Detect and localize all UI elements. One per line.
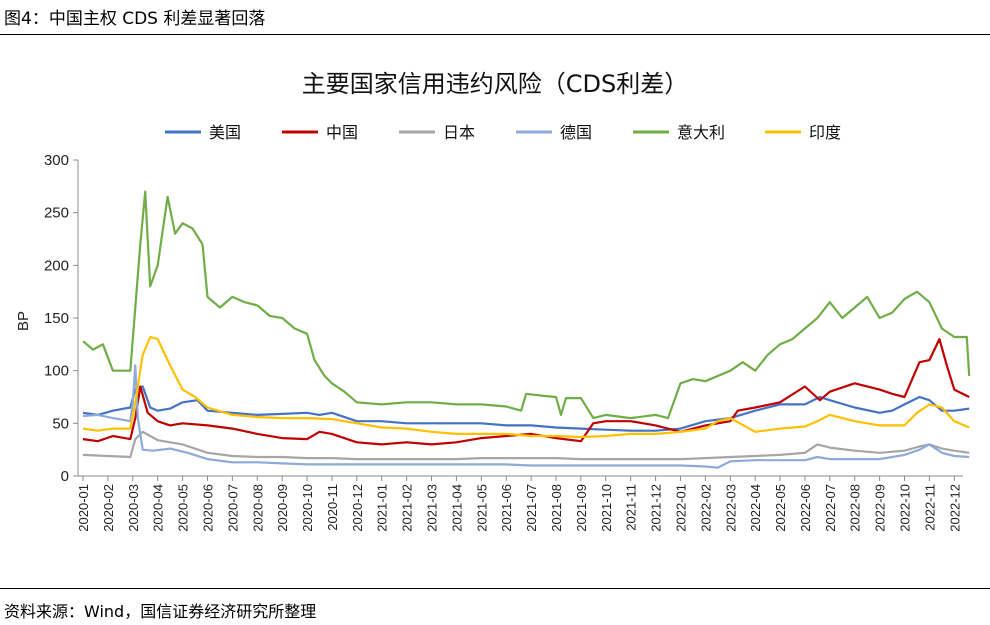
series-line-日本 <box>82 430 970 461</box>
top-divider <box>0 34 990 35</box>
x-tick-label: 2021-01 <box>375 484 390 532</box>
chart-title: 主要国家信用违约风险（CDS利差） <box>302 70 688 98</box>
series-group <box>82 190 971 469</box>
x-tick-label: 2022-09 <box>873 484 888 532</box>
x-tick-label: 2022-11 <box>922 484 937 531</box>
x-tick-label: 2022-06 <box>798 484 813 532</box>
legend-label-日本: 日本 <box>443 123 475 142</box>
legend-label-中国: 中国 <box>326 123 358 142</box>
series-line-德国 <box>82 364 970 469</box>
x-tick-label: 2021-05 <box>474 484 489 532</box>
x-tick-label: 2021-03 <box>425 484 440 532</box>
x-tick-label: 2021-04 <box>449 484 464 532</box>
x-tick-label: 2022-01 <box>673 484 688 532</box>
x-tick-label: 2021-10 <box>599 484 614 532</box>
y-axis: 0 50 100 150 200 250 300 <box>44 152 79 485</box>
y-tick-label: 250 <box>44 205 69 222</box>
series-line-中国 <box>82 338 970 446</box>
y-tick-label: 300 <box>44 152 69 169</box>
x-tick-label: 2021-11 <box>624 484 639 531</box>
x-tick-label: 2021-07 <box>524 484 539 532</box>
x-tick-label: 2020-12 <box>350 484 365 532</box>
x-tick-label: 2020-10 <box>300 484 315 532</box>
y-tick-label: 50 <box>52 415 69 432</box>
x-tick-label: 2020-04 <box>151 484 166 532</box>
x-tick-label: 2020-11 <box>325 484 340 531</box>
chart-legend: 美国 中国 日本 德国 意大利 印度 <box>165 123 841 142</box>
x-tick-label: 2020-05 <box>176 484 191 532</box>
x-tick-label: 2021-02 <box>400 484 415 532</box>
figure-caption: 图4：中国主权 CDS 利差显著回落 <box>4 9 266 29</box>
legend-label-德国: 德国 <box>560 123 592 142</box>
series-line-印度 <box>82 335 970 439</box>
legend-label-意大利: 意大利 <box>677 123 725 142</box>
x-tick-label: 2022-12 <box>947 484 962 532</box>
x-tick-label: 2022-04 <box>748 484 763 532</box>
x-tick-label: 2022-10 <box>898 484 913 532</box>
x-tick-label: 2020-01 <box>76 484 91 532</box>
x-tick-label: 2021-08 <box>549 484 564 532</box>
bottom-divider <box>0 588 990 589</box>
x-tick-label: 2021-09 <box>574 484 589 532</box>
y-axis-label: BP <box>15 311 32 331</box>
x-tick-label: 2022-05 <box>773 484 788 532</box>
x-tick-label: 2020-06 <box>200 484 215 532</box>
y-tick-label: 100 <box>44 363 69 380</box>
y-tick-label: 0 <box>61 468 69 485</box>
series-line-美国 <box>82 385 970 432</box>
x-tick-label: 2022-07 <box>823 484 838 532</box>
x-tick-label: 2022-02 <box>698 484 713 532</box>
cds-line-chart: 主要国家信用违约风险（CDS利差） 美国 中国 日本 德国 意大利 印度 0 50 100 15… <box>15 70 971 532</box>
y-tick-label: 200 <box>44 257 69 274</box>
legend-label-美国: 美国 <box>209 123 241 142</box>
series-line-意大利 <box>82 190 971 420</box>
x-tick-label: 2020-08 <box>250 484 265 532</box>
x-tick-label: 2022-03 <box>723 484 738 532</box>
legend-label-印度: 印度 <box>809 123 841 142</box>
x-axis: 2020-01 2020-02 2020-03 2020-04 2020-05 2020-… <box>76 475 963 532</box>
x-tick-label: 2020-02 <box>101 484 116 532</box>
x-tick-label: 2021-06 <box>499 484 514 532</box>
x-tick-label: 2020-07 <box>225 484 240 532</box>
y-tick-label: 150 <box>44 310 69 327</box>
x-tick-label: 2020-03 <box>126 484 141 532</box>
x-tick-label: 2021-12 <box>649 484 664 532</box>
x-tick-label: 2020-09 <box>275 484 290 532</box>
source-note: 资料来源：Wind，国信证券经济研究所整理 <box>4 602 317 621</box>
x-tick-label: 2022-08 <box>848 484 863 532</box>
